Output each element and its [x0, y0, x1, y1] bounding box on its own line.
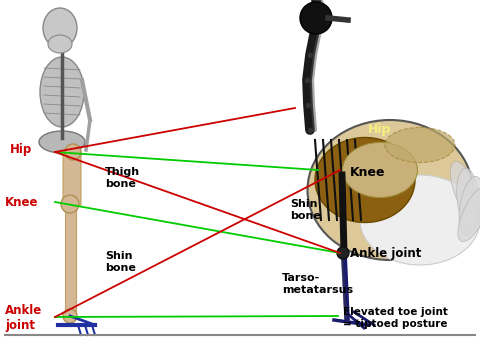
- Ellipse shape: [43, 8, 77, 48]
- Text: Tarso-
metatarsus: Tarso- metatarsus: [282, 273, 353, 295]
- Ellipse shape: [459, 176, 480, 236]
- Ellipse shape: [450, 161, 480, 219]
- Circle shape: [61, 195, 79, 213]
- Ellipse shape: [457, 168, 479, 228]
- Circle shape: [300, 2, 332, 34]
- Circle shape: [65, 144, 81, 160]
- Ellipse shape: [40, 57, 84, 127]
- Text: Shin
bone: Shin bone: [290, 199, 321, 221]
- Text: Ankle joint: Ankle joint: [350, 246, 421, 260]
- Ellipse shape: [48, 35, 72, 53]
- FancyBboxPatch shape: [63, 150, 81, 206]
- Text: Shin
bone: Shin bone: [105, 251, 136, 273]
- Text: Knee: Knee: [350, 166, 385, 179]
- Ellipse shape: [385, 127, 455, 163]
- Text: Hip: Hip: [10, 143, 32, 157]
- Ellipse shape: [39, 131, 85, 153]
- Circle shape: [337, 247, 349, 259]
- Ellipse shape: [360, 175, 480, 265]
- Text: Hip: Hip: [368, 124, 391, 136]
- Text: Ankle
joint: Ankle joint: [5, 304, 42, 332]
- Text: Thigh
bone: Thigh bone: [105, 167, 140, 189]
- Text: Knee: Knee: [5, 196, 38, 208]
- Ellipse shape: [315, 137, 415, 222]
- Ellipse shape: [458, 187, 480, 242]
- Circle shape: [63, 309, 77, 323]
- Ellipse shape: [343, 142, 418, 198]
- Text: Elevated toe joint
= tiptoed posture: Elevated toe joint = tiptoed posture: [343, 307, 448, 329]
- FancyBboxPatch shape: [65, 208, 76, 316]
- Ellipse shape: [308, 120, 472, 260]
